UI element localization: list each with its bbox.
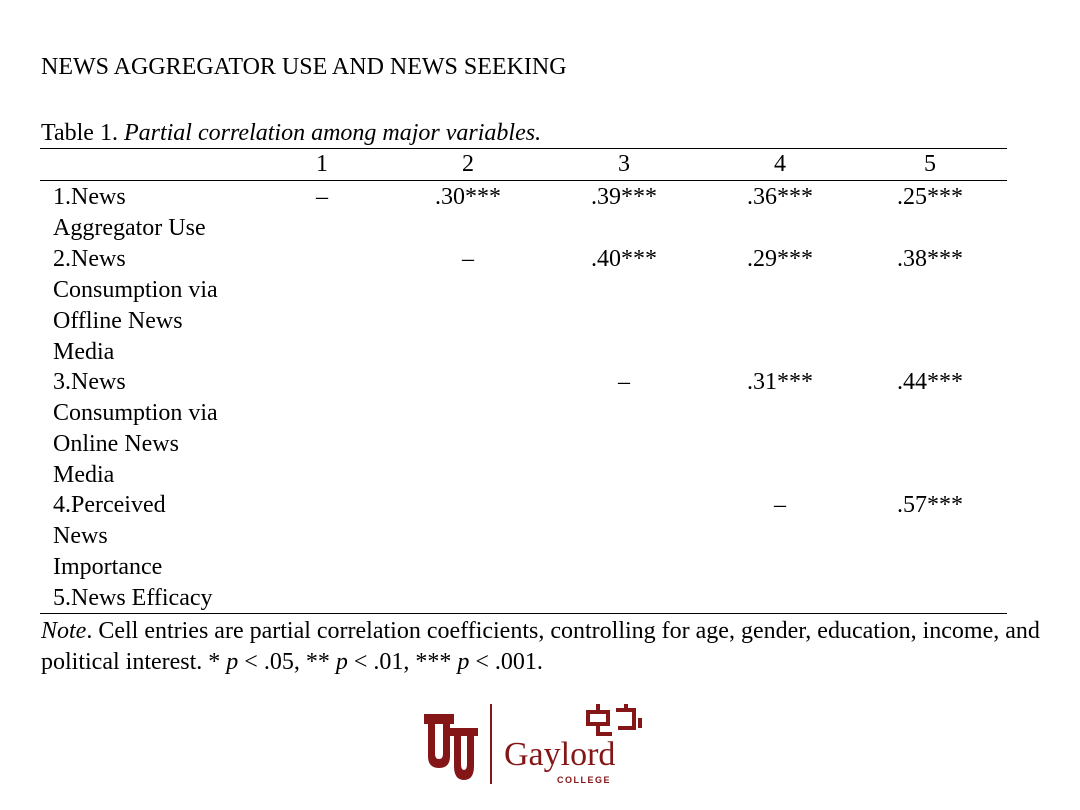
column-header-1: 1 [316, 151, 328, 177]
ou-logo-icon [424, 714, 478, 780]
caption-prefix: Table 1. [41, 120, 124, 146]
cell-r2-c5: .38*** [897, 246, 963, 272]
cell-r2-c3: .40*** [591, 246, 657, 272]
cell-r3-c4: .31*** [747, 369, 813, 395]
gaylord-college-logo: Gaylord COLLEGE [424, 700, 654, 792]
row-label-online-news-media: 3.News Consumption via Online News Media [53, 369, 218, 488]
row-label-news-efficacy: 5.News Efficacy [53, 585, 213, 611]
cell-r4-c4: – [774, 492, 786, 518]
cell-r2-c4: .29*** [747, 246, 813, 272]
row-label-offline-news-media: 2.News Consumption via Offline News Media [53, 246, 218, 365]
logo-divider [490, 704, 492, 784]
column-header-3: 3 [618, 151, 630, 177]
table-caption: Table 1. Partial correlation among major… [41, 118, 541, 148]
cell-r1-c2: .30*** [435, 184, 501, 210]
cell-r1-c3: .39*** [591, 184, 657, 210]
cell-r1-c5: .25*** [897, 184, 963, 210]
column-header-4: 4 [774, 151, 786, 177]
page-header: NEWS AGGREGATOR USE AND NEWS SEEKING [41, 54, 567, 80]
row-label-news-aggregator-use: 1.News Aggregator Use [53, 184, 206, 241]
cell-r3-c5: .44*** [897, 369, 963, 395]
cell-r1-c1: – [316, 184, 328, 210]
table-bottom-rule [40, 613, 1007, 614]
cell-r2-c2: – [462, 246, 474, 272]
table-header-rule [40, 180, 1007, 181]
logo-name: Gaylord [504, 736, 616, 773]
cell-r3-c3: – [618, 369, 630, 395]
gaylord-building-icon [586, 704, 642, 736]
logo-sub: COLLEGE [557, 775, 612, 785]
caption-title: Partial correlation among major variable… [123, 120, 542, 146]
column-header-2: 2 [462, 151, 474, 177]
column-header-5: 5 [924, 151, 936, 177]
cell-r4-c5: .57*** [897, 492, 963, 518]
cell-r1-c4: .36*** [747, 184, 813, 210]
table-note: Note. Cell entries are partial correlati… [41, 618, 1040, 675]
table-top-rule [40, 148, 1007, 149]
row-label-perceived-news-importance: 4.Perceived News Importance [53, 492, 166, 580]
